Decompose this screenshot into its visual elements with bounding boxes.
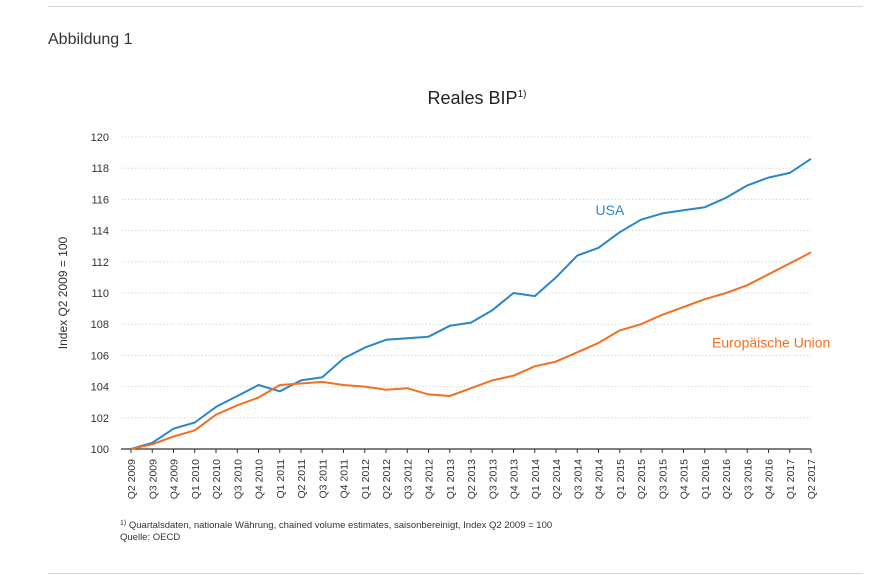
x-tick-label: Q1 2017 [785,459,797,499]
y-tick-label: 114 [91,226,109,238]
top-divider [48,6,863,7]
y-tick-label: 108 [91,319,109,331]
x-tick-label: Q3 2012 [402,459,414,499]
x-tick-label: Q2 2017 [806,459,818,499]
x-tick-label: Q3 2010 [232,459,244,499]
x-tick-label: Q1 2010 [190,459,202,499]
eu-series-line [130,251,812,450]
x-tick-label: Q1 2016 [700,459,712,499]
y-tick-label: 110 [91,288,109,300]
usa-series-label: USA [596,202,625,218]
x-tick-label: Q2 2014 [551,459,563,499]
x-tick-label: Q1 2014 [530,459,542,499]
x-tick-label: Q1 2015 [615,459,627,499]
x-tick-label: Q4 2010 [254,459,266,499]
x-tick-label: Q3 2011 [317,459,329,499]
x-tick-label: Q3 2016 [742,459,754,499]
x-tick-label: Q1 2011 [275,459,287,499]
y-tick-label: 100 [91,444,109,456]
x-tick-label: Q2 2016 [721,459,733,499]
y-tick-label: 104 [91,382,109,394]
x-tick-label: Q2 2012 [381,459,393,499]
x-tick-label: Q4 2015 [679,459,691,499]
y-tick-label: 120 [91,132,109,144]
x-tick-label: Q3 2015 [657,459,669,499]
x-tick-label: Q4 2012 [424,459,436,499]
x-tick-label: Q2 2010 [211,459,223,499]
x-tick-label: Q1 2013 [445,459,457,499]
x-tick-label: Q2 2013 [466,459,478,499]
x-tick-label: Q4 2016 [764,459,776,499]
figure-label: Abbildung 1 [48,31,133,48]
footnote-marker: 1) [120,520,127,527]
footnote: 1) Quartalsdaten, nationale Währung, cha… [120,518,552,544]
x-tick-label: Q2 2011 [296,459,308,499]
x-tick-label: Q4 2009 [169,459,181,499]
x-tick-label: Q4 2013 [509,459,521,499]
x-tick-label: Q3 2009 [147,459,159,499]
bottom-divider [48,573,863,574]
chart-title: Reales BIP [427,88,518,108]
chart-title-superscript: 1) [517,89,527,100]
source-note: Quelle: OECD [120,532,181,543]
eu-series-label: Europäische Union [712,335,830,351]
x-tick-label: Q2 2015 [636,459,648,499]
y-tick-label: 102 [91,413,109,425]
usa-series-line [130,157,812,450]
y-tick-label: 106 [91,350,109,362]
y-tick-label: 118 [91,163,109,175]
x-tick-label: Q3 2013 [487,459,499,499]
x-tick-label: Q2 2009 [126,459,138,499]
y-tick-label: 112 [91,257,109,269]
x-tick-label: Q1 2012 [360,459,372,499]
chart-title-container: Reales BIP1) [30,88,894,109]
x-tick-label: Q4 2011 [339,459,351,499]
x-tick-label: Q3 2014 [572,459,584,499]
y-tick-label: 116 [91,194,109,206]
x-tick-label: Q4 2014 [594,459,606,499]
y-axis-label: Index Q2 2009 = 100 [56,236,70,349]
footnote-text: Quartalsdaten, nationale Währung, chaine… [128,520,553,531]
